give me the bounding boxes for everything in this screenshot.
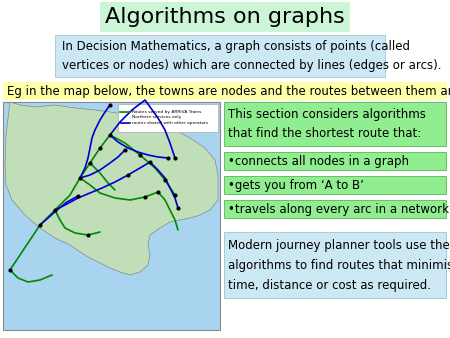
- Text: Northern services only: Northern services only: [132, 115, 181, 119]
- Text: •travels along every arc in a network: •travels along every arc in a network: [228, 202, 449, 216]
- Text: routes shared with other operators: routes shared with other operators: [132, 121, 208, 125]
- FancyBboxPatch shape: [118, 104, 218, 132]
- FancyBboxPatch shape: [224, 200, 446, 218]
- FancyBboxPatch shape: [100, 2, 350, 32]
- Text: Algorithms on graphs: Algorithms on graphs: [105, 7, 345, 27]
- FancyBboxPatch shape: [224, 152, 446, 170]
- FancyBboxPatch shape: [224, 102, 446, 146]
- Text: This section considers algorithms
that find the shortest route that:: This section considers algorithms that f…: [228, 108, 426, 140]
- Text: Modern journey planner tools use these
algorithms to find routes that minimise
t: Modern journey planner tools use these a…: [228, 239, 450, 291]
- Text: •connects all nodes in a graph: •connects all nodes in a graph: [228, 154, 409, 168]
- FancyBboxPatch shape: [55, 35, 385, 77]
- Polygon shape: [5, 102, 218, 275]
- FancyBboxPatch shape: [224, 176, 446, 194]
- Text: •gets you from ‘A to B’: •gets you from ‘A to B’: [228, 178, 364, 192]
- FancyBboxPatch shape: [3, 102, 220, 330]
- Text: Routes served by ARRIVA Trains: Routes served by ARRIVA Trains: [132, 110, 202, 114]
- Text: Eg in the map below, the towns are nodes and the routes between them are arcs: Eg in the map below, the towns are nodes…: [7, 84, 450, 97]
- FancyBboxPatch shape: [224, 232, 446, 298]
- Text: In Decision Mathematics, a graph consists of points (called
vertices or nodes) w: In Decision Mathematics, a graph consist…: [62, 40, 441, 72]
- FancyBboxPatch shape: [3, 82, 447, 100]
